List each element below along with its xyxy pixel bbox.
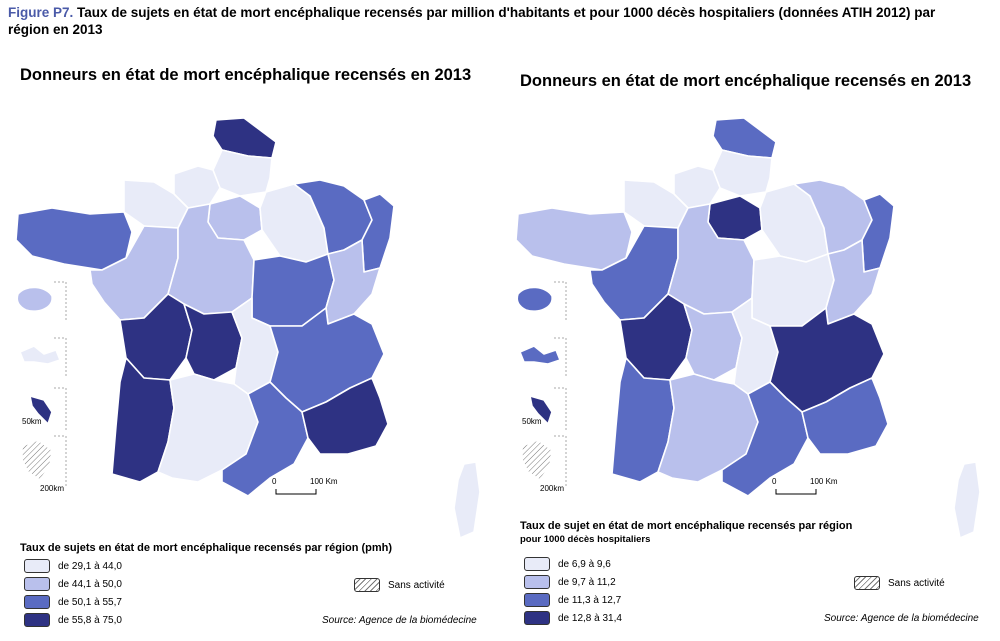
right-region-guadeloupe: Guadeloupe: [519, 345, 561, 365]
left-region-alsace: Alsace: [361, 193, 395, 273]
legend-swatch: [24, 577, 50, 591]
legend-swatch: [24, 559, 50, 573]
right-regions: Nord-Pas-de-CalaisPicardieHaute-Normandi…: [515, 117, 981, 539]
legend-swatch: [524, 557, 550, 571]
legend-label: de 44,1 à 50,0: [58, 578, 122, 590]
hatched-swatch: [354, 578, 380, 592]
legend-label: de 12,8 à 31,4: [558, 612, 622, 624]
left-map-title: Donneurs en état de mort encéphalique re…: [20, 66, 472, 84]
right-region-limousin: Limousin: [683, 303, 743, 381]
right-legend-subtitle: pour 1000 décès hospitaliers: [520, 534, 651, 545]
right-region-provence-alpes-c-te-d-azur: Provence-Alpes-Côte d'Azur: [801, 377, 889, 455]
left-scale-distance: 100 Km: [310, 477, 338, 486]
left-region-guadeloupe: Guadeloupe: [19, 345, 61, 365]
legend-swatch: [524, 593, 550, 607]
right-map-title: Donneurs en état de mort encéphalique re…: [520, 72, 972, 90]
right-region-languedoc-roussillon: Languedoc-Roussillon: [721, 381, 809, 497]
right-scale-distance: 100 Km: [810, 477, 838, 486]
left-region-picardie: Picardie: [212, 149, 273, 197]
right-legend-item: de 9,7 à 11,2: [524, 574, 616, 590]
left-scale-zero: 0: [272, 477, 277, 486]
legend-label: de 9,7 à 11,2: [558, 576, 616, 588]
left-region-languedoc-roussillon: Languedoc-Roussillon: [221, 381, 309, 497]
right-source: Source: Agence de la biomédecine: [824, 613, 979, 624]
legend-label: de 29,1 à 44,0: [58, 560, 122, 572]
sans-activite-label: Sans activité: [888, 577, 945, 589]
right-scale-bar: [775, 489, 817, 495]
right-inset-frame: [554, 281, 567, 322]
sans-activite-label: Sans activité: [388, 579, 445, 591]
figure-title: Figure P7. Taux de sujets en état de mor…: [8, 4, 968, 38]
left-inset-frame: [54, 387, 67, 432]
right-region-bretagne: Bretagne: [515, 207, 633, 271]
right-inset-frame: [554, 337, 567, 378]
right-region-ile-de-france: Ile-de-France: [707, 195, 763, 241]
left-region-corse: Corse: [453, 461, 481, 539]
right-inset-scale-large: 200km: [540, 484, 564, 493]
right-region-alsace: Alsace: [861, 193, 895, 273]
right-region-picardie: Picardie: [712, 149, 773, 197]
left-legend-title: Taux de sujets en état de mort encéphali…: [20, 542, 393, 554]
right-legend-item: de 6,9 à 9,6: [524, 556, 611, 572]
hatched-swatch: [854, 576, 880, 590]
right-legend-title: Taux de sujet en état de mort encéphaliq…: [520, 520, 853, 532]
legend-label: de 50,1 à 55,7: [58, 596, 122, 608]
right-legend-item: de 11,3 à 12,7: [524, 592, 621, 608]
left-region-provence-alpes-c-te-d-azur: Provence-Alpes-Côte d'Azur: [301, 377, 389, 455]
right-region-r-union: Réunion: [516, 286, 553, 312]
left-region-guyane: Guyane: [21, 439, 53, 481]
right-legend-item: de 12,8 à 31,4: [524, 610, 622, 626]
left-france-map: Nord-Pas-de-CalaisPicardieHaute-Normandi…: [15, 117, 481, 539]
figure-number: Figure P7.: [8, 5, 74, 20]
left-regions: Nord-Pas-de-CalaisPicardieHaute-Normandi…: [15, 117, 481, 539]
legend-label: de 11,3 à 12,7: [558, 594, 622, 606]
left-inset-frame: [54, 435, 67, 488]
right-inset-frame: [554, 435, 567, 488]
left-inset-scale-small: 50km: [22, 417, 42, 426]
left-scale-bar: [275, 489, 317, 495]
legend-swatch: [524, 575, 550, 589]
right-inset-scale-small: 50km: [522, 417, 542, 426]
right-region-guyane: Guyane: [521, 439, 553, 481]
legend-swatch: [24, 613, 50, 627]
left-sans-activite: Sans activité: [354, 578, 445, 592]
left-region-bretagne: Bretagne: [15, 207, 133, 271]
left-inset-frame: [54, 337, 67, 378]
legend-swatch: [24, 595, 50, 609]
left-region-limousin: Limousin: [183, 303, 243, 381]
figure-title-text: Taux de sujets en état de mort encéphali…: [8, 5, 936, 37]
left-region-martinique: Martinique: [29, 395, 53, 425]
left-region-r-union: Réunion: [16, 286, 53, 312]
left-region-ile-de-france: Ile-de-France: [207, 195, 263, 241]
left-inset-frame: [54, 281, 67, 322]
right-region-corse: Corse: [953, 461, 981, 539]
left-source: Source: Agence de la biomédecine: [322, 615, 477, 626]
left-map-panel: Donneurs en état de mort encéphalique re…: [8, 62, 498, 637]
right-scale-zero: 0: [772, 477, 777, 486]
right-sans-activite: Sans activité: [854, 576, 945, 590]
legend-label: de 55,8 à 75,0: [58, 614, 122, 626]
left-legend-item: de 50,1 à 55,7: [24, 594, 122, 610]
left-legend-item: de 44,1 à 50,0: [24, 576, 122, 592]
right-map-panel: Donneurs en état de mort encéphalique re…: [508, 62, 998, 637]
left-legend-item: de 55,8 à 75,0: [24, 612, 122, 628]
right-region-martinique: Martinique: [529, 395, 553, 425]
left-legend-item: de 29,1 à 44,0: [24, 558, 122, 574]
legend-label: de 6,9 à 9,6: [558, 558, 611, 570]
right-france-map: Nord-Pas-de-CalaisPicardieHaute-Normandi…: [515, 117, 981, 539]
legend-swatch: [524, 611, 550, 625]
right-inset-frame: [554, 387, 567, 432]
left-inset-scale-large: 200km: [40, 484, 64, 493]
